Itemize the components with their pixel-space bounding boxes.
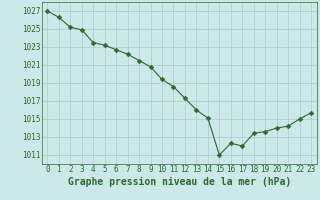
X-axis label: Graphe pression niveau de la mer (hPa): Graphe pression niveau de la mer (hPa) — [68, 177, 291, 187]
